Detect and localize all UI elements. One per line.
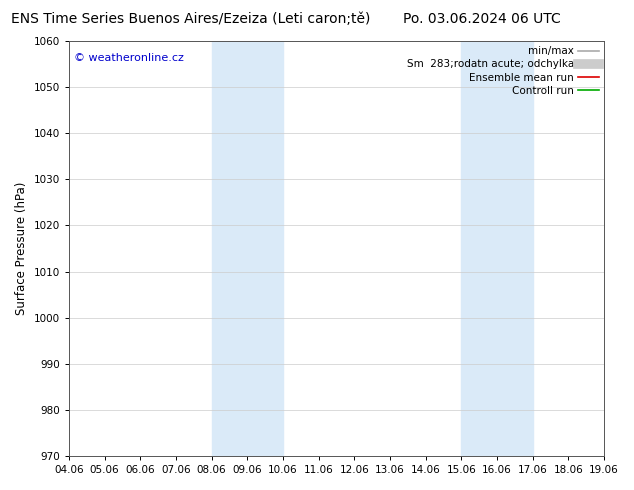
Bar bbox=[462, 41, 533, 456]
Bar bbox=[212, 41, 283, 456]
Y-axis label: Surface Pressure (hPa): Surface Pressure (hPa) bbox=[15, 182, 28, 315]
Text: ENS Time Series Buenos Aires/Ezeiza (Leti caron;tě): ENS Time Series Buenos Aires/Ezeiza (Let… bbox=[11, 12, 370, 26]
Text: Po. 03.06.2024 06 UTC: Po. 03.06.2024 06 UTC bbox=[403, 12, 560, 26]
Legend: min/max, Sm  283;rodatn acute; odchylka, Ensemble mean run, Controll run: min/max, Sm 283;rodatn acute; odchylka, … bbox=[406, 46, 599, 96]
Text: © weatheronline.cz: © weatheronline.cz bbox=[74, 53, 184, 64]
